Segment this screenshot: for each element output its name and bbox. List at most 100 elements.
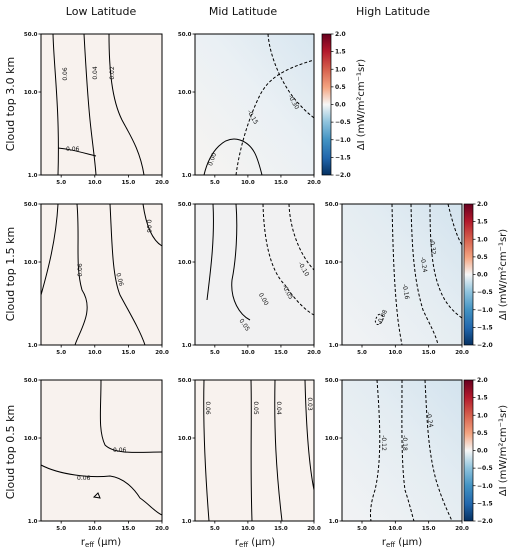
colorbar-tick-label: −1.0 <box>477 483 493 490</box>
panel-low-0.5km <box>40 379 163 522</box>
panel-mid-0.5km <box>194 379 315 522</box>
x-axis-label: reff (μm) <box>382 537 422 549</box>
y-tick-label: 50.0 <box>24 32 38 38</box>
contour-label: 0.06 <box>145 219 152 233</box>
x-axis-label-sub: eff <box>386 541 395 549</box>
contour-line <box>250 379 253 522</box>
contour-line <box>74 203 88 346</box>
contour-line <box>424 379 453 522</box>
x-tick-label: 10.0 <box>88 526 102 532</box>
x-tick-label: 5.0 <box>56 350 66 356</box>
column-title-high: High Latitude <box>356 5 430 18</box>
contour-label: 0.06 <box>62 67 69 81</box>
contour-label: 0.05 <box>252 401 259 415</box>
colorbar-tick-label: 2.0 <box>477 377 488 384</box>
colorbar-tick-label: 0.0 <box>335 102 346 109</box>
y-tick-label: 1.0 <box>182 519 192 525</box>
x-axis-label-sub: eff <box>85 541 94 549</box>
x-axis-label-units: (μm) <box>395 537 422 548</box>
colorbar-tick-label: 0.5 <box>477 430 488 437</box>
contour-line <box>203 138 263 176</box>
panel-frame <box>194 203 315 346</box>
y-tick-label: 1.0 <box>28 343 38 349</box>
y-tick-label: 10.0 <box>178 436 192 442</box>
panel-low-3km <box>40 33 163 176</box>
y-tick-label: 1.0 <box>28 173 38 179</box>
y-tick-label: 1.0 <box>28 519 38 525</box>
contour-line <box>142 203 163 247</box>
x-tick-label: 15.0 <box>122 180 136 186</box>
contour-label: 0.06 <box>113 447 127 454</box>
x-tick-label: 5.0 <box>56 180 66 186</box>
y-tick-label: 10.0 <box>24 260 38 266</box>
colorbar-tick-label: 0.0 <box>477 272 488 279</box>
y-tick-label: 50.0 <box>325 378 339 384</box>
x-tick-label: 5.0 <box>56 526 66 532</box>
contour-label: 0.06 <box>77 263 84 277</box>
colorbar-gradient <box>463 379 474 522</box>
colorbar-tick-label: −0.5 <box>477 465 493 472</box>
colorbar-gradient <box>321 33 332 176</box>
panel-bg <box>195 204 314 345</box>
y-tick-label: 10.0 <box>24 90 38 96</box>
y-tick-label: 50.0 <box>178 378 192 384</box>
row-title-0.5km: Cloud top 0.5 km <box>4 405 17 500</box>
contour-labels: 0.06 0.04 0.02 0.06 0.00 -0.15 -0.30 0.0… <box>62 66 437 482</box>
y-tick-label: 10.0 <box>24 436 38 442</box>
x-tick-label: 15.0 <box>274 350 288 356</box>
y-tick-label: 1.0 <box>182 343 192 349</box>
colorbar-tick-label: 1.5 <box>335 49 346 56</box>
panel-low-1.5km <box>40 203 163 346</box>
y-tick-label: 1.0 <box>329 343 339 349</box>
contour-label: 0.06 <box>77 475 91 482</box>
contour-label: 0.02 <box>109 66 116 80</box>
x-tick-label: 15.0 <box>122 350 136 356</box>
contour-label: -0.24 <box>419 256 429 273</box>
y-tick-label: 50.0 <box>24 378 38 384</box>
panel-bg <box>41 34 162 175</box>
x-tick-label: 5.0 <box>357 350 367 356</box>
x-axis-label-sub: eff <box>239 541 248 549</box>
y-tick-label: 1.0 <box>329 519 339 525</box>
panel-bg <box>195 380 314 521</box>
colorbar-gradient <box>463 203 474 346</box>
colorbar-label: ΔI (mW/m²cm⁻¹sr) <box>498 405 509 496</box>
row-title-1.5km: Cloud top 1.5 km <box>4 227 17 322</box>
colorbar-tick-label: 0.5 <box>477 254 488 261</box>
contour-line <box>410 203 439 346</box>
colorbar-tick-label: −2.0 <box>477 342 493 349</box>
colorbar-label: ΔI (mW/m²cm⁻¹sr) <box>498 229 509 320</box>
x-tick-label: 10.0 <box>389 526 403 532</box>
panel-high-0.5km <box>341 379 463 522</box>
x-tick-label: 10.0 <box>241 526 255 532</box>
panel-bg <box>342 204 462 345</box>
contour-label: 0.04 <box>92 66 99 80</box>
contour-line <box>203 379 210 522</box>
colorbar-tick-label: −0.5 <box>477 289 493 296</box>
contour-line <box>108 33 145 176</box>
x-axis-label-main: r <box>81 537 86 548</box>
panel-frame <box>40 33 163 176</box>
y-tick-label: 10.0 <box>178 260 192 266</box>
colorbar-tick-label: 2.0 <box>335 31 346 38</box>
contour-line <box>99 379 163 453</box>
panel-bg <box>195 34 314 175</box>
colorbar-tick-label: 1.0 <box>335 66 346 73</box>
colorbar-tick-label: −2.0 <box>335 172 351 179</box>
contour-line <box>267 33 315 119</box>
colorbar-tick-label: 0.5 <box>335 84 346 91</box>
contour-label: -0.32 <box>428 239 436 255</box>
x-tick-label: 10.0 <box>88 350 102 356</box>
panel-mid-1.5km <box>194 203 315 346</box>
contour-line <box>370 379 381 522</box>
y-tick-label: 50.0 <box>325 202 339 208</box>
x-axis-label-main: r <box>382 537 387 548</box>
contour-line <box>262 203 315 316</box>
contour-line <box>447 203 463 246</box>
x-tick-label: 5.0 <box>357 526 367 532</box>
contour-line <box>92 492 101 499</box>
colorbar-tick-label: −1.5 <box>477 324 493 331</box>
x-tick-label: 20.0 <box>155 180 169 186</box>
x-axis-label-units: (μm) <box>248 537 275 548</box>
